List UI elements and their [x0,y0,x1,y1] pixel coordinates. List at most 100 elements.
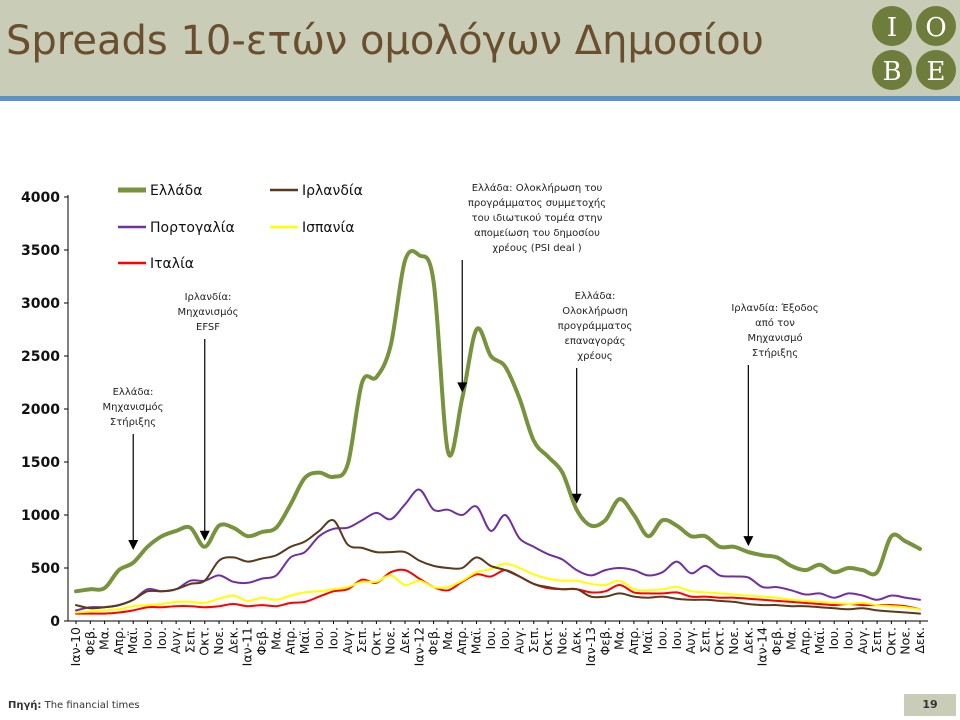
x-tick-label: Αυγ. [168,627,183,654]
x-tick-label: Οκτ. [712,627,727,656]
annotation-text: Ελλάδα: Ολοκλήρωση του [472,182,603,194]
x-tick-label: Ιου. [669,627,684,650]
x-tick-label: Νοε. [898,627,913,655]
y-tick-label: 3000 [21,296,60,312]
x-tick-label: Ιου. [311,627,326,650]
x-tick-label: Οκτ. [368,627,383,656]
header-bar [0,0,960,96]
series-line-2 [75,488,921,612]
source-note: Πηγή: The financial times [8,700,140,711]
annotation-text: Μηχανισμό [747,332,802,344]
x-tick-label: Απρ. [626,627,641,655]
annotation-text: χρέους [577,350,612,362]
svg-text:E: E [927,57,946,87]
x-tick-label: Σεπ. [869,627,884,653]
x-tick-label: Μαϊ. [469,627,484,654]
annotation-text: Μηχανισμός [178,306,239,318]
annotation-text: Ελλάδα: [113,386,154,398]
x-tick-label: Αυγ. [683,627,698,654]
x-tick-label: Σεπ. [182,627,197,653]
legend-label: Ισπανία [302,220,354,236]
y-tick-label: 3500 [21,243,60,259]
x-tick-label: Μαϊ. [812,627,827,654]
x-tick-label: Οκτ. [197,627,212,656]
x-tick-label: Νοε. [554,627,569,655]
x-tick-label: Μαϊ. [125,627,140,654]
x-tick-label: Ιαν-13 [583,627,598,666]
annotation-text: προγράμματος [558,320,633,332]
x-tick-label: Απρ. [111,627,126,655]
x-tick-label: Αυγ. [340,627,355,654]
series-layer [74,249,922,615]
annotation-arrow-head [457,382,468,393]
x-tick-label: Σεπ. [526,627,541,653]
x-tick-label: Μα. [783,627,798,650]
annotation-text: EFSF [196,322,220,333]
x-tick-label: Φεβ. [254,627,269,656]
x-tick-label: Φεβ. [769,627,784,656]
source-label: Πηγή: [8,700,42,711]
x-tick-label: Απρ. [283,627,298,655]
y-tick-label: 500 [31,561,60,577]
source-text: The financial times [41,700,140,711]
legend-label: Πορτογαλία [150,220,235,236]
annotation-arrow-head [128,540,139,550]
series-line-4 [75,568,921,615]
x-tick-label: Σεπ. [697,627,712,653]
x-tick-label: Ιου. [140,627,155,650]
annotation-text: Ελλάδα: [575,290,616,302]
x-tick-label: Δεκ. [912,627,927,654]
x-tick-label: Μα. [612,627,627,650]
x-tick-label: Οκτ. [540,627,555,656]
x-tick-label: Μα. [268,627,283,650]
page-title: Spreads 10-ετών ομολόγων Δημοσίου [6,18,764,64]
annotation-text: Ολοκλήρωση [562,305,627,317]
x-tick-label: Δεκ. [225,627,240,654]
legend-layer: Ελλάδα Ιρλανδία Πορτογαλία Ισπανία Ιταλία [118,183,363,272]
annotation-text: του ιδιωτικού τομέα στην [472,212,603,224]
x-tick-label: Ιου. [826,627,841,650]
y-tick-label: 2000 [21,402,60,418]
x-tick-label: Αυγ. [511,627,526,654]
x-tick-label: Μα. [97,627,112,650]
x-tick-label: Ιαν-11 [240,627,255,666]
x-tick-label: Ιαν-10 [68,627,83,666]
y-tick-label: 1500 [21,455,60,471]
svg-text:I: I [887,13,897,43]
x-tick-label: Δεκ. [569,627,584,654]
annotation-text: Μηχανισμός [103,401,164,413]
annotation-arrow-head [571,493,582,504]
x-tick-label: Νοε. [383,627,398,655]
svg-text:O: O [925,13,946,43]
y-tick-label: 1000 [21,508,60,524]
y-tick-label: 0 [50,614,60,630]
series-line-1 [75,518,921,615]
header-divider [0,96,960,101]
x-tick-label: Απρ. [798,627,813,655]
legend-label: Ιταλία [150,256,194,272]
x-tick-label: Μα. [440,627,455,650]
x-tick-label: Ιου. [325,627,340,650]
x-tick-label: Νοε. [726,627,741,655]
annotation-arrow-head [743,536,754,547]
annotation-layer: Ελλάδα: Μηχανισμός Στήριξης Ιρλανδία: Μηχανι… [103,182,819,550]
annotation-text: Ιρλανδία: Έξοδος [731,302,818,314]
y-tick-label: 4000 [21,190,60,206]
x-tick-label: Ιαν-14 [755,627,770,666]
x-tick-label: Ιου. [483,627,498,650]
y-tick-label: 2500 [21,349,60,365]
x-tick-label: Δεκ. [397,627,412,654]
x-tick-label: Φεβ. [426,627,441,656]
annotation-text: από τον [755,317,795,329]
annotation-text: απομείωση του δημοσίου [474,227,600,239]
x-tick-label: Ιου. [655,627,670,650]
series-line-3 [75,562,921,614]
svg-text:B: B [882,57,901,87]
x-tick-label: Ιαν-12 [411,627,426,666]
annotation-text: επαναγοράς [564,335,625,347]
x-tick-label: Φεβ. [82,627,97,656]
x-tick-label: Νοε. [211,627,226,655]
x-tick-label: Οκτ. [883,627,898,656]
x-tick-label: Ιου. [154,627,169,650]
